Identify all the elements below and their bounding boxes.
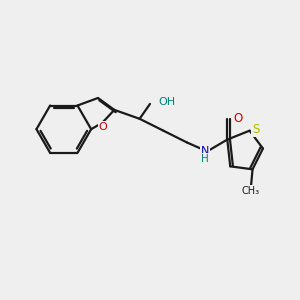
Text: CH₃: CH₃ (242, 186, 260, 196)
Text: N: N (201, 146, 209, 156)
Text: H: H (201, 154, 209, 164)
Text: O: O (234, 112, 243, 125)
Text: O: O (99, 122, 107, 131)
Text: S: S (252, 123, 260, 136)
Text: OH: OH (158, 97, 176, 106)
